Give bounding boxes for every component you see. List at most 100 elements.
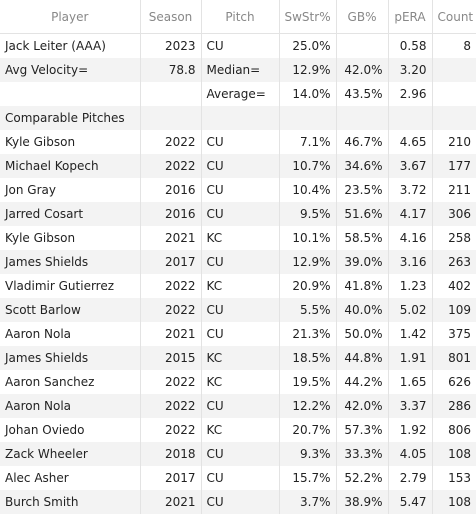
pitch-cell: CU xyxy=(201,33,280,58)
count-cell: 177 xyxy=(448,159,471,173)
table-row: Jack Leiter (AAA) 2023 CU 25.0% 0.58 8 xyxy=(0,33,476,58)
season-cell: 2016 xyxy=(140,178,202,202)
pitch-cell: KC xyxy=(201,226,280,250)
count-cell xyxy=(432,82,476,106)
pitch-cell: CU xyxy=(201,154,280,178)
season-cell: 78.8 xyxy=(140,58,202,82)
pitch-cell: KC xyxy=(201,274,280,298)
column-header[interactable]: GB% xyxy=(336,0,389,34)
season-cell: 2023 xyxy=(140,33,202,58)
pitch-cell: CU xyxy=(201,130,280,154)
column-header[interactable]: Pitch xyxy=(201,0,280,34)
gb-cell: 46.7% xyxy=(336,130,389,154)
pera-cell: 4.05 xyxy=(388,442,433,466)
pitch-cell: Average= xyxy=(201,82,280,106)
season-cell: 2021 xyxy=(140,322,202,346)
column-header[interactable]: Season xyxy=(140,0,202,34)
count-cell: 211 xyxy=(448,183,471,197)
gb-cell: 42.0% xyxy=(336,58,389,82)
column-header[interactable]: Player xyxy=(0,0,141,34)
count-cell: 108 xyxy=(448,495,471,509)
count-cell: 108 xyxy=(448,447,471,461)
player-cell xyxy=(0,82,141,106)
season-cell: 2022 xyxy=(140,130,202,154)
count-cell: 286 xyxy=(448,399,471,413)
pera-cell: 1.91 xyxy=(388,346,433,370)
season-cell: 2018 xyxy=(140,442,202,466)
season-cell: 2022 xyxy=(140,418,202,442)
player-cell: Kyle Gibson xyxy=(0,130,141,154)
player-cell: Jack Leiter (AAA) xyxy=(0,33,141,58)
swstr-cell: 12.9% xyxy=(279,58,337,82)
pera-cell: 3.72 xyxy=(388,178,433,202)
swstr-cell: 14.0% xyxy=(279,82,337,106)
player-cell: Jarred Cosart xyxy=(0,202,141,226)
table-row: Jon Gray 2016 CU 10.4% 23.5% 3.72 211 xyxy=(0,178,476,202)
season-cell: 2021 xyxy=(140,490,202,514)
gb-cell: 50.0% xyxy=(336,322,389,346)
pitch-cell: CU xyxy=(201,250,280,274)
season-cell: 2022 xyxy=(140,298,202,322)
season-cell: 2022 xyxy=(140,274,202,298)
season-cell: 2016 xyxy=(140,202,202,226)
gb-cell: 39.0% xyxy=(336,250,389,274)
gb-cell: 44.8% xyxy=(336,346,389,370)
swstr-cell: 5.5% xyxy=(279,298,337,322)
pitch-cell xyxy=(201,106,280,130)
table-row: Michael Kopech 2022 CU 10.7% 34.6% 3.67 177 xyxy=(0,154,476,178)
swstr-cell: 20.9% xyxy=(279,274,337,298)
season-cell: 2017 xyxy=(140,250,202,274)
swstr-cell: 9.5% xyxy=(279,202,337,226)
gb-cell xyxy=(336,33,389,58)
column-header[interactable]: Count xyxy=(432,0,476,34)
table-row: Aaron Sanchez 2022 KC 19.5% 44.2% 1.65 626 xyxy=(0,370,476,394)
table-row: Vladimir Gutierrez 2022 KC 20.9% 41.8% 1.23 40… xyxy=(0,274,476,298)
swstr-cell: 12.2% xyxy=(279,394,337,418)
table-row: Johan Oviedo 2022 KC 20.7% 57.3% 1.92 806 xyxy=(0,418,476,442)
gb-cell: 38.9% xyxy=(336,490,389,514)
pitch-cell: KC xyxy=(201,370,280,394)
season-cell: 2017 xyxy=(140,466,202,490)
swstr-cell: 9.3% xyxy=(279,442,337,466)
pera-cell: 4.65 xyxy=(388,130,433,154)
pitch-cell: Median= xyxy=(201,58,280,82)
season-cell: 2015 xyxy=(140,346,202,370)
player-cell: Avg Velocity= xyxy=(0,58,141,82)
gb-cell: 41.8% xyxy=(336,274,389,298)
pitch-cell: KC xyxy=(201,346,280,370)
pera-cell: 1.92 xyxy=(388,418,433,442)
pera-cell: 1.65 xyxy=(388,370,433,394)
season-cell xyxy=(140,82,202,106)
player-cell: Comparable Pitches xyxy=(0,106,141,130)
pera-cell: 3.67 xyxy=(388,154,433,178)
count-cell: 402 xyxy=(448,279,471,293)
table-row: Average= 14.0% 43.5% 2.96 xyxy=(0,82,476,106)
gb-cell: 23.5% xyxy=(336,178,389,202)
table-row: Kyle Gibson 2021 KC 10.1% 58.5% 4.16 258 xyxy=(0,226,476,250)
player-cell: Johan Oviedo xyxy=(0,418,141,442)
swstr-cell xyxy=(279,106,337,130)
count-cell: 210 xyxy=(448,135,471,149)
swstr-cell: 7.1% xyxy=(279,130,337,154)
swstr-cell: 12.9% xyxy=(279,250,337,274)
pera-cell: 4.17 xyxy=(388,202,433,226)
gb-cell: 42.0% xyxy=(336,394,389,418)
pitch-cell: CU xyxy=(201,178,280,202)
pitch-cell: CU xyxy=(201,442,280,466)
pera-cell: 1.42 xyxy=(388,322,433,346)
table-row: Avg Velocity= 78.8 Median= 12.9% 42.0% 3.20 xyxy=(0,58,476,82)
swstr-cell: 3.7% xyxy=(279,490,337,514)
gb-cell: 52.2% xyxy=(336,466,389,490)
pera-cell: 5.47 xyxy=(388,490,433,514)
pera-cell xyxy=(388,106,433,130)
player-cell: Scott Barlow xyxy=(0,298,141,322)
season-cell: 2022 xyxy=(140,154,202,178)
column-header[interactable]: pERA xyxy=(388,0,433,34)
swstr-cell: 10.7% xyxy=(279,154,337,178)
pitch-cell: CU xyxy=(201,202,280,226)
table-row: Jarred Cosart 2016 CU 9.5% 51.6% 4.17 306 xyxy=(0,202,476,226)
table-row: Scott Barlow 2022 CU 5.5% 40.0% 5.02 109 xyxy=(0,298,476,322)
column-header[interactable]: SwStr% xyxy=(279,0,337,34)
pitch-cell: CU xyxy=(201,490,280,514)
season-cell xyxy=(140,106,202,130)
